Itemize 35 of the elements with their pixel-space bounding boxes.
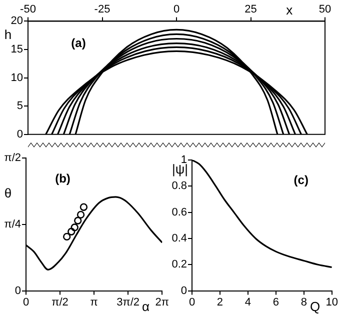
y-tick-label: 10	[10, 72, 23, 84]
x-axis-title: x	[286, 2, 294, 18]
x-axis-title: Q	[310, 298, 320, 314]
x-tick-label: 8	[300, 296, 307, 308]
x-tick-label: 2	[216, 296, 224, 308]
x-tick-label: 25	[244, 4, 257, 16]
x-tick-label: -50	[20, 4, 36, 16]
x-tick-label: 4	[244, 296, 252, 308]
x-tick-label: 10	[326, 296, 338, 308]
y-tick-label: π/2	[4, 152, 21, 164]
y-tick-label: 0.8	[172, 180, 187, 192]
text: (c)	[294, 173, 308, 188]
y-axis-title: θ	[4, 185, 12, 200]
y-tick-label: 0	[16, 128, 23, 140]
x-tick-label: 50	[318, 4, 332, 16]
y-tick-label: π/4	[4, 218, 21, 230]
text: (a)	[71, 36, 86, 50]
x-tick-label: 2π	[155, 296, 170, 308]
x-tick-label: 6	[272, 296, 279, 308]
x-tick-label: 0	[188, 296, 196, 308]
text: (b)	[55, 172, 70, 186]
y-tick-label: 0.4	[172, 232, 187, 245]
y-tick-label: 5	[16, 100, 23, 112]
x-tick-label: -25	[94, 4, 110, 16]
x-tick-label: π/2	[52, 296, 68, 308]
y-axis-title: h	[4, 26, 12, 42]
x-tick-label: 3π/2	[116, 296, 140, 308]
x-axis-title: α	[142, 298, 150, 314]
y-tick-label: 15	[10, 44, 23, 56]
y-tick-label: 0.2	[172, 258, 187, 271]
y-tick-label: 0	[180, 284, 187, 297]
y-tick-label: 0.6	[172, 206, 187, 218]
y-tick-label: 20	[10, 15, 23, 28]
y-tick-label: 0	[14, 284, 21, 297]
x-tick-label: π	[90, 296, 98, 308]
